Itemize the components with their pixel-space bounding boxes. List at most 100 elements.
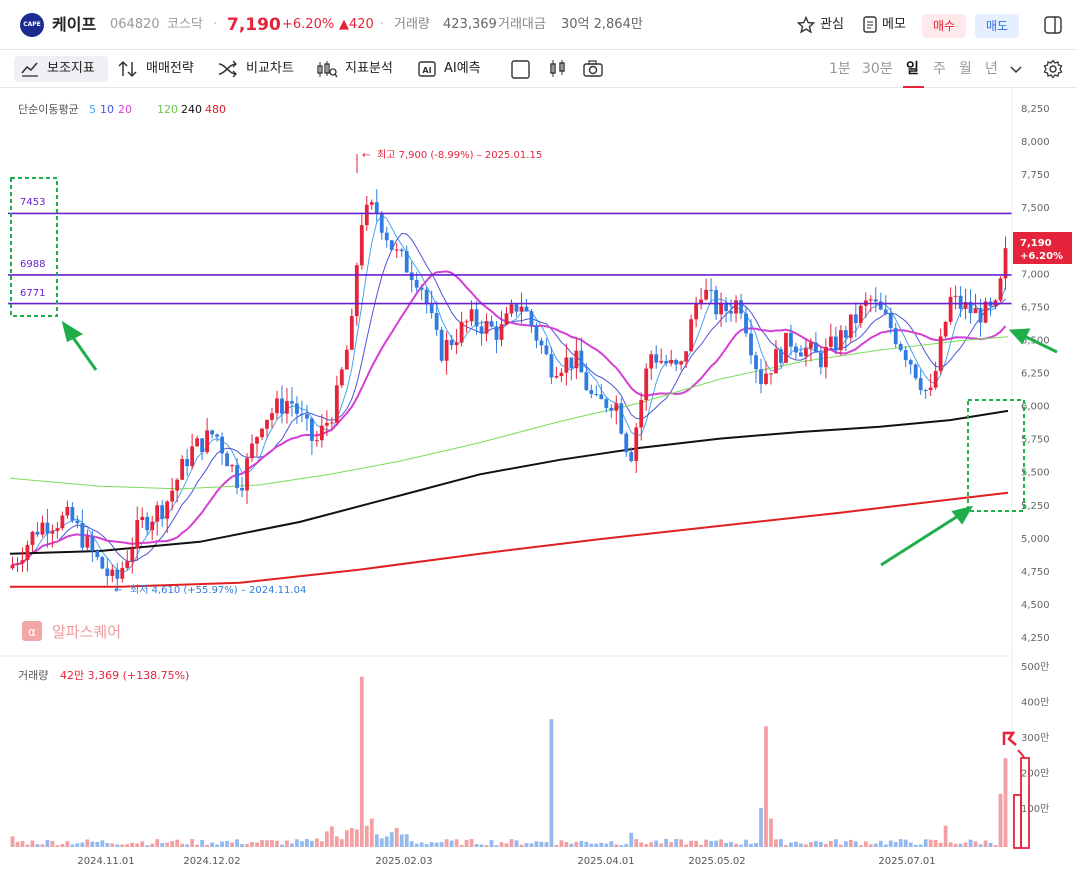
volume-bar <box>709 840 713 847</box>
strategy-icon[interactable] <box>117 60 139 78</box>
x-axis-tick: 2025.05.02 <box>688 856 745 867</box>
candle <box>389 240 394 250</box>
volume-bar <box>539 841 544 847</box>
candle <box>285 401 289 414</box>
timeframe-day[interactable]: 일 <box>906 61 919 77</box>
candle <box>469 309 474 322</box>
chevron-down-icon[interactable] <box>1010 65 1022 75</box>
candle <box>65 506 70 516</box>
memo-icon[interactable] <box>862 15 878 34</box>
candle <box>275 398 279 414</box>
candle <box>804 348 808 357</box>
volume-bar <box>534 841 539 847</box>
indicator-icon[interactable] <box>20 60 40 78</box>
candle <box>434 313 439 330</box>
current-price: 7,190 <box>227 15 281 35</box>
timeframe-1min[interactable]: 1분 <box>829 61 851 77</box>
volume-bar <box>928 839 933 847</box>
candle <box>484 321 489 334</box>
change-percent: +6.20% <box>282 17 335 32</box>
compare-icon[interactable] <box>217 60 239 78</box>
panel-toggle-icon[interactable] <box>1043 15 1063 35</box>
candle <box>764 373 768 384</box>
volume-bar <box>569 843 574 847</box>
candle <box>110 569 115 577</box>
y-axis-tick: 6,000 <box>1021 402 1050 413</box>
volume-bar <box>629 832 634 847</box>
toolbar-item-indicators[interactable]: 보조지표 <box>47 61 95 76</box>
volume-bar <box>404 834 409 847</box>
candle <box>30 531 35 545</box>
toolbar-item-compare[interactable]: 비교차트 <box>246 61 294 76</box>
volume-bar <box>734 843 738 847</box>
candle <box>280 398 284 414</box>
candle <box>679 361 684 365</box>
candle <box>574 350 579 369</box>
candle <box>938 336 943 371</box>
buy-button[interactable]: 매수 <box>922 14 966 38</box>
volume-bar <box>55 845 60 847</box>
volume-bar <box>120 844 125 847</box>
candle <box>205 430 210 453</box>
volume-bar <box>769 818 773 847</box>
volume-bar <box>145 845 150 847</box>
volume-bar <box>364 825 369 847</box>
volume-bar <box>808 842 813 847</box>
volume-bar <box>175 839 180 847</box>
candle <box>130 548 135 562</box>
x-axis-tick: 2024.11.01 <box>77 856 134 867</box>
volume-bar <box>255 842 259 847</box>
volume-bar <box>878 840 883 847</box>
ai-icon[interactable]: AI <box>416 59 438 79</box>
candle <box>95 550 100 558</box>
volume-bar <box>389 832 394 847</box>
volume-bar <box>140 841 145 847</box>
annotation-mark-r <box>1002 731 1017 746</box>
volume-bar <box>339 839 344 847</box>
sell-button[interactable]: 매도 <box>975 14 1019 38</box>
volume-bar <box>195 844 200 847</box>
candle <box>868 299 873 301</box>
timeframe-week[interactable]: 주 <box>933 61 946 77</box>
timeframe-month[interactable]: 월 <box>959 61 972 77</box>
y-axis-tick: 7,750 <box>1021 170 1050 181</box>
timeframe-year[interactable]: 년 <box>985 61 998 77</box>
company-logo: CAPE <box>20 13 44 37</box>
volume-bar <box>414 843 419 847</box>
ma120-line <box>9 336 1009 490</box>
annotation-arrow-1 <box>61 320 98 371</box>
volume-bar <box>444 839 449 847</box>
candle <box>614 403 619 411</box>
memo-button[interactable]: 메모 <box>882 17 906 32</box>
candle <box>589 390 594 394</box>
price-chart[interactable]: 8,2508,0007,7507,5007,2507,0006,7506,500… <box>0 88 1077 879</box>
toolbar-item-strategy[interactable]: 매매전략 <box>146 61 194 76</box>
watch-button[interactable]: 관심 <box>820 17 844 32</box>
annotation-arrow-2 <box>1008 328 1058 354</box>
candle <box>833 336 838 351</box>
toolbar-item-analysis[interactable]: 지표분석 <box>345 61 393 76</box>
ma-legend-label: 단순이동평균 <box>18 103 79 116</box>
candle-icon[interactable] <box>548 59 568 79</box>
star-icon[interactable] <box>797 16 815 34</box>
candle <box>604 399 609 408</box>
checkbox-icon[interactable] <box>511 60 531 80</box>
candle <box>569 357 574 369</box>
timeframe-30min[interactable]: 30분 <box>862 61 893 77</box>
ma20-line <box>12 270 1007 566</box>
toolbar-item-ai[interactable]: AI예측 <box>444 61 481 76</box>
analysis-icon[interactable] <box>316 60 338 78</box>
volume-bar <box>863 841 868 847</box>
candle <box>55 528 60 531</box>
volume-bar <box>469 838 474 847</box>
gear-icon[interactable] <box>1043 59 1063 79</box>
volume-bar <box>544 842 549 847</box>
camera-icon[interactable] <box>582 59 604 79</box>
volume-bar <box>978 844 983 847</box>
candle <box>135 519 140 549</box>
volume-axis-tick: 300만 <box>1021 732 1049 744</box>
volume-bar <box>100 840 105 847</box>
candle <box>848 314 853 338</box>
volume-bar <box>684 844 689 847</box>
ma-legend-240: 240 <box>181 103 202 116</box>
